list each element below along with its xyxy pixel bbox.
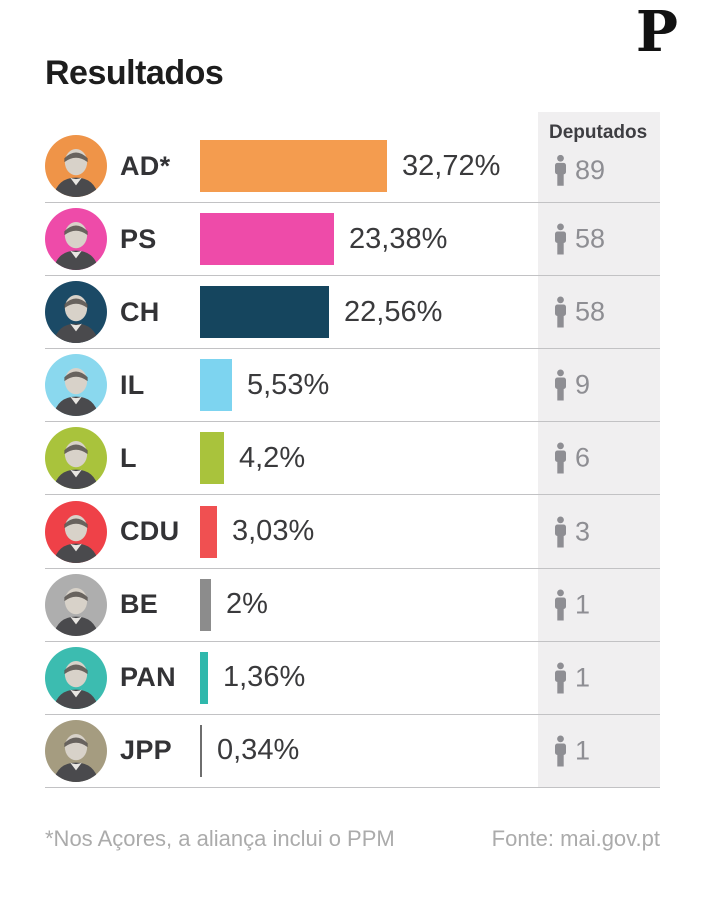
vote-share-value: 0,34% — [217, 734, 300, 767]
vote-share-value: 32,72% — [402, 149, 501, 182]
seats-count: 6 — [575, 442, 591, 473]
footer: *Nos Açores, a aliança inclui o PPM Font… — [45, 826, 660, 852]
person-portrait-icon — [53, 660, 99, 709]
bar-area: 22,56% — [200, 286, 443, 339]
party-leader-avatar — [45, 281, 107, 344]
rows-container: AD* 32,72% 89 PS 23,38% — [45, 130, 660, 788]
bar-area: 0,34% — [200, 724, 300, 777]
deputy-person-icon — [555, 589, 566, 621]
vote-share-bar — [200, 213, 334, 266]
table-row: AD* 32,72% 89 — [45, 130, 660, 204]
vote-share-value: 1,36% — [223, 661, 306, 694]
seats-count: 89 — [575, 154, 606, 185]
person-portrait-icon — [53, 149, 99, 198]
table-row: CH 22,56% 58 — [45, 276, 660, 350]
party-label: PAN — [120, 662, 176, 693]
party-leader-avatar — [45, 646, 107, 709]
table-row: L 4,2% 6 — [45, 422, 660, 496]
seats-cell: 1 — [552, 662, 591, 694]
vote-share-bar — [200, 578, 211, 631]
seats-column-header: Deputados — [549, 122, 648, 143]
table-row: IL 5,53% 9 — [45, 349, 660, 423]
bar-area: 2% — [200, 578, 268, 631]
deputy-person-icon — [555, 223, 566, 255]
deputy-person-icon — [555, 296, 566, 328]
person-portrait-icon — [53, 441, 99, 490]
vote-share-value: 22,56% — [344, 295, 443, 328]
seats-count: 9 — [575, 369, 591, 400]
results-table: Deputados AD* 32,72% 89 — [45, 112, 660, 788]
seats-cell: 9 — [552, 369, 591, 401]
vote-share-value: 3,03% — [232, 515, 315, 548]
seats-cell: 6 — [552, 442, 591, 474]
vote-share-bar — [200, 724, 202, 777]
page-title: Resultados — [45, 54, 224, 92]
seats-cell: 1 — [552, 589, 591, 621]
person-portrait-icon — [53, 514, 99, 563]
seats-count: 3 — [575, 516, 591, 547]
party-leader-avatar — [45, 208, 107, 271]
seats-count: 1 — [575, 589, 591, 620]
party-leader-avatar — [45, 427, 107, 490]
party-leader-avatar — [45, 354, 107, 417]
footnote: *Nos Açores, a aliança inclui o PPM — [45, 826, 395, 851]
seats-cell: 58 — [552, 296, 606, 328]
vote-share-value: 4,2% — [239, 441, 306, 474]
deputy-person-icon — [555, 735, 566, 767]
seats-count: 1 — [575, 662, 591, 693]
bar-area: 32,72% — [200, 140, 501, 193]
vote-share-value: 23,38% — [349, 222, 448, 255]
bar-area: 1,36% — [200, 651, 306, 704]
person-portrait-icon — [53, 733, 99, 782]
vote-share-bar — [200, 651, 208, 704]
vote-share-bar — [200, 286, 329, 339]
party-leader-avatar — [45, 135, 107, 198]
publico-logo: P — [635, 0, 678, 65]
table-row: PS 23,38% 58 — [45, 203, 660, 277]
person-portrait-icon — [53, 295, 99, 344]
deputy-person-icon — [555, 154, 566, 186]
seats-count: 58 — [575, 296, 606, 327]
party-label: CDU — [120, 516, 180, 547]
vote-share-bar — [200, 140, 387, 193]
seats-count: 58 — [575, 223, 606, 254]
vote-share-bar — [200, 432, 224, 485]
table-row: JPP 0,34% 1 — [45, 715, 660, 788]
person-portrait-icon — [53, 222, 99, 271]
deputy-person-icon — [555, 662, 566, 694]
party-leader-avatar — [45, 719, 107, 782]
bar-area: 4,2% — [200, 432, 306, 485]
party-leader-avatar — [45, 573, 107, 636]
bar-area: 5,53% — [200, 359, 330, 412]
deputy-person-icon — [555, 442, 566, 474]
party-label: BE — [120, 589, 159, 620]
seats-cell: 89 — [552, 154, 606, 186]
seats-cell: 3 — [552, 516, 591, 548]
party-label: AD* — [120, 150, 171, 181]
bar-area: 23,38% — [200, 213, 448, 266]
party-label: L — [120, 442, 137, 473]
table-row: PAN 1,36% 1 — [45, 642, 660, 715]
vote-share-bar — [200, 505, 217, 558]
person-portrait-icon — [53, 368, 99, 417]
bar-area: 3,03% — [200, 505, 315, 558]
deputy-person-icon — [555, 369, 566, 401]
seats-cell: 58 — [552, 223, 606, 255]
party-label: CH — [120, 296, 160, 327]
vote-share-bar — [200, 359, 232, 412]
party-label: IL — [120, 369, 145, 400]
table-row: CDU 3,03% 3 — [45, 495, 660, 569]
vote-share-value: 2% — [226, 588, 268, 621]
source: Fonte: mai.gov.pt — [491, 826, 660, 851]
party-leader-avatar — [45, 500, 107, 563]
deputy-person-icon — [555, 516, 566, 548]
seats-cell: 1 — [552, 735, 591, 767]
party-label: JPP — [120, 735, 172, 766]
person-portrait-icon — [53, 587, 99, 636]
seats-count: 1 — [575, 735, 591, 766]
party-label: PS — [120, 223, 157, 254]
vote-share-value: 5,53% — [247, 368, 330, 401]
table-row: BE 2% 1 — [45, 569, 660, 642]
